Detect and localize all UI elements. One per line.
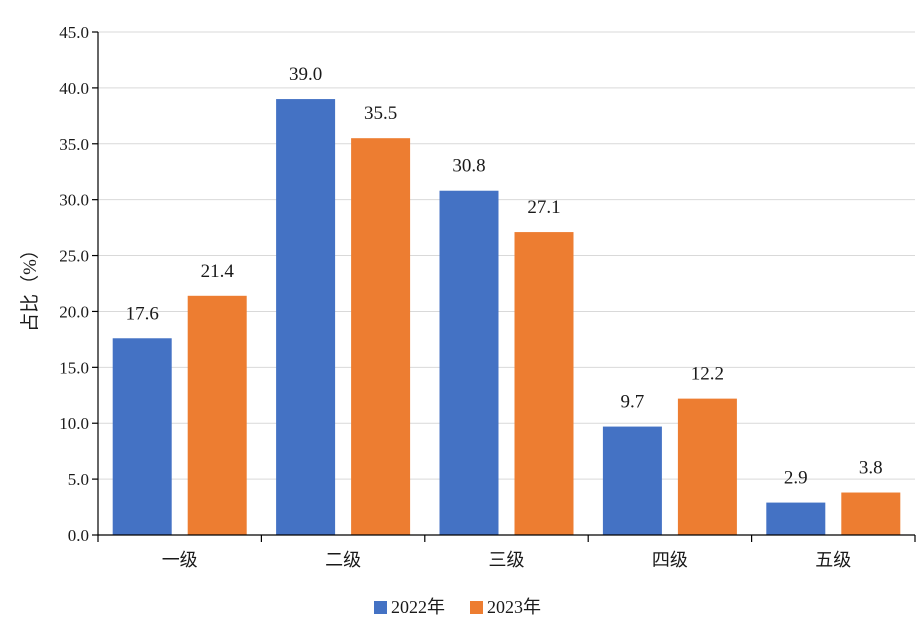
bar-2023年-四级	[677, 398, 737, 535]
bar-2022年-四级	[602, 426, 662, 535]
legend-swatch	[374, 601, 387, 614]
data-labels: 17.6 21.4 39.0 35.5 30.8 27.1 9.7 12.2 2.9 3.8	[126, 64, 883, 489]
x-category-label: 二级	[325, 550, 361, 570]
x-category-label: 四级	[652, 550, 688, 570]
legend-swatch	[470, 601, 483, 614]
bar-2022年-三级	[439, 190, 499, 536]
bar-2023年-三级	[514, 232, 574, 536]
bars	[112, 99, 901, 536]
y-tick-label: 0.0	[68, 526, 89, 545]
bar-2022年-一级	[112, 338, 172, 535]
bar-2022年-二级	[276, 99, 336, 536]
x-category-label: 三级	[489, 550, 525, 570]
x-category-label: 五级	[815, 550, 851, 570]
data-label: 35.5	[364, 103, 397, 124]
y-tick-label: 30.0	[59, 191, 89, 210]
legend-label: 2022年	[391, 597, 445, 617]
data-label: 9.7	[621, 392, 645, 413]
data-label: 17.6	[126, 303, 159, 324]
y-tick-label: 25.0	[59, 247, 89, 266]
bar-2023年-五级	[841, 492, 901, 535]
legend: 2022年 2023年	[374, 597, 541, 617]
data-label: 30.8	[452, 156, 485, 177]
bar-2023年-二级	[351, 138, 411, 535]
legend-label: 2023年	[487, 597, 541, 617]
bar-2022年-五级	[766, 502, 826, 535]
y-tick-label: 10.0	[59, 414, 89, 433]
y-tick-label: 5.0	[68, 470, 89, 489]
y-axis-title: 占比（%）	[19, 240, 41, 332]
y-tick-label: 40.0	[59, 79, 89, 98]
y-tick-label: 35.0	[59, 135, 89, 154]
x-category-label: 一级	[162, 550, 198, 570]
data-label: 27.1	[527, 197, 560, 218]
data-label: 21.4	[201, 261, 235, 282]
axes: 0.0 5.0 10.0 15.0 20.0 25.0 30.0 35.0 40.0 45.0 一级…	[59, 23, 916, 570]
y-tick-label: 15.0	[59, 358, 89, 377]
data-label: 12.2	[691, 364, 724, 385]
y-tick-label: 20.0	[59, 302, 89, 321]
bar-2023年-一级	[187, 295, 247, 535]
data-label: 2.9	[784, 468, 808, 489]
y-tick-label: 45.0	[59, 23, 89, 42]
data-label: 39.0	[289, 64, 322, 85]
data-label: 3.8	[859, 458, 883, 479]
